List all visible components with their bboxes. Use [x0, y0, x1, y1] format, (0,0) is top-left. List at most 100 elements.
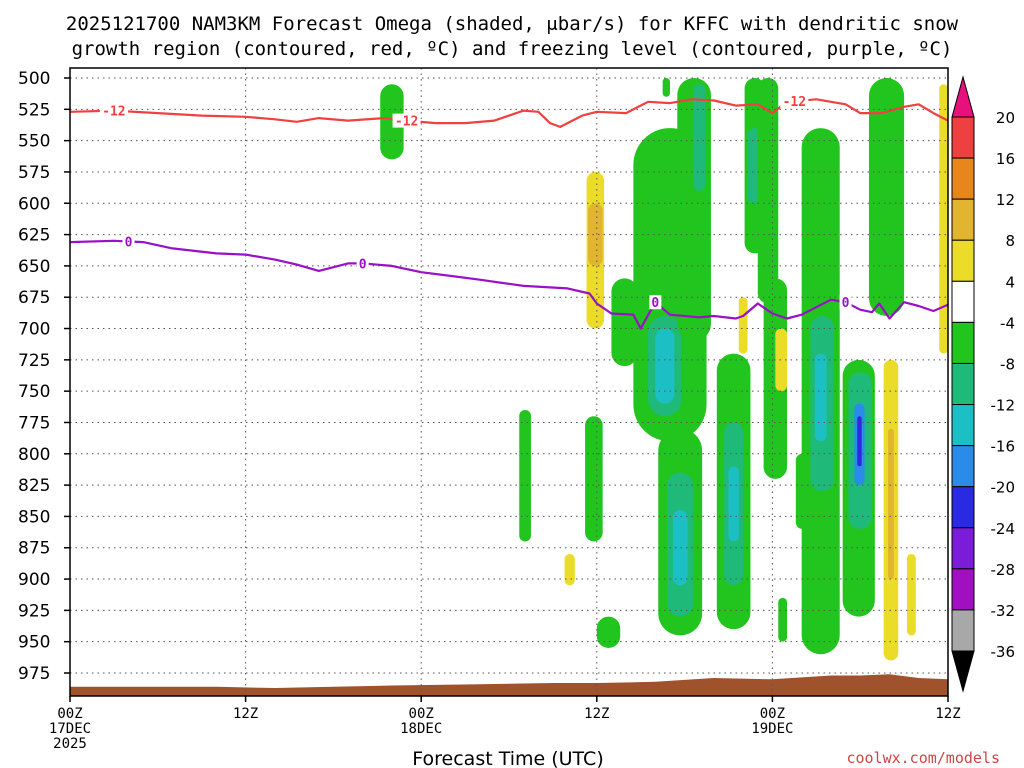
contour-label-bg-1-0 — [122, 234, 135, 249]
colorbar-label-2: 12 — [996, 191, 1015, 209]
y-tick-label-775: 775 — [18, 413, 50, 433]
y-tick-label-750: 750 — [18, 382, 50, 402]
y-tick-label-925: 925 — [18, 601, 50, 621]
contour-label-bg-0-1 — [392, 113, 421, 128]
omega-region-26 — [775, 328, 788, 392]
y-tick-label-825: 825 — [18, 476, 50, 496]
omega-region-12 — [519, 409, 531, 542]
x-tick-label-36-0: 12Z — [584, 706, 609, 722]
omega-region-31 — [814, 353, 827, 442]
contour-label-0-2: -12 — [783, 95, 806, 110]
colorbar-label-6: -8 — [1000, 355, 1015, 373]
contour-label-bg-1-3 — [839, 295, 852, 310]
colorbar-bin-0 — [951, 116, 975, 159]
x-tick-label-0-1: 17DEC — [49, 721, 91, 737]
omega-region-23 — [738, 297, 748, 354]
x-tick-label-24-0: 00Z — [409, 706, 434, 722]
colorbar-label-4: 4 — [1005, 273, 1015, 291]
colorbar-bin-8 — [951, 445, 975, 488]
x-tick-label-60-0: 12Z — [935, 706, 960, 722]
contour-line-0 — [70, 98, 948, 128]
y-tick-label-950: 950 — [18, 633, 50, 653]
y-tick-label-625: 625 — [18, 226, 50, 246]
terrain-layer — [70, 674, 948, 696]
colorbar-bin-7 — [951, 404, 975, 447]
contour-label-0-0: -12 — [102, 105, 125, 120]
colorbar-bin-11 — [951, 568, 975, 611]
omega-region-9 — [655, 328, 675, 404]
colorbar-bin-2 — [951, 198, 975, 241]
colorbar-label-10: -24 — [991, 520, 1016, 538]
y-tick-label-800: 800 — [18, 445, 50, 465]
contour-line-1 — [70, 239, 948, 330]
contour-layer: -12 -12 -12 0 0 0 0 — [70, 94, 948, 330]
contour-label-bg-0-2 — [780, 94, 809, 109]
terrain-fill — [70, 674, 948, 696]
omega-region-20 — [728, 466, 739, 542]
colorbar-label-3: 8 — [1005, 232, 1015, 250]
omega-region-0 — [380, 84, 404, 160]
colorbar-label-11: -28 — [991, 561, 1016, 579]
omega-region-37 — [877, 78, 896, 204]
contour-label-bg-0-0 — [99, 103, 128, 118]
x-tick-label-12-0: 12Z — [233, 706, 258, 722]
x-tick-label-48-1: 19DEC — [751, 721, 793, 737]
omega-region-40 — [907, 554, 916, 636]
y-tick-label-850: 850 — [18, 507, 50, 527]
colorbar-label-9: -20 — [991, 479, 1016, 497]
credit-text: coolwx.com/models — [846, 749, 1000, 767]
colorbar: 20 16 12 8 4 -4 -8 -12 -16 -20 -24 -28 -32 -36 — [951, 75, 1016, 693]
contour-label-0-1: -12 — [395, 115, 418, 130]
x-tick-label-48-0: 00Z — [760, 706, 785, 722]
y-tick-label-900: 900 — [18, 570, 50, 590]
colorbar-label-12: -32 — [991, 602, 1016, 620]
y-tick-label-675: 675 — [18, 288, 50, 308]
colorbar-bin-10 — [951, 527, 975, 570]
colorbar-label-0: 20 — [996, 109, 1015, 127]
y-tick-label-575: 575 — [18, 163, 50, 183]
colorbar-bin-6 — [951, 362, 975, 406]
y-tick-label-650: 650 — [18, 257, 50, 277]
omega-region-39 — [888, 428, 894, 580]
omega-region-22 — [747, 128, 761, 204]
contour-label-1-0: 0 — [125, 235, 133, 250]
omega-region-17 — [672, 510, 688, 586]
chart-title-line-1: 2025121700 NAM3KM Forecast Omega (shaded… — [66, 13, 959, 35]
contour-label-bg-1-2 — [649, 295, 662, 310]
colorbar-bin-9 — [951, 486, 975, 529]
colorbar-label-1: 16 — [996, 150, 1015, 168]
x-tick-label-0-2: 2025 — [53, 736, 87, 752]
omega-region-14 — [596, 616, 621, 648]
contour-label-bg-1-1 — [356, 256, 369, 271]
colorbar-bin-12 — [951, 609, 975, 652]
colorbar-bin-4 — [951, 280, 975, 323]
y-tick-label-875: 875 — [18, 539, 50, 559]
x-axis-label: Forecast Time (UTC) — [412, 748, 603, 768]
colorbar-label-5: -4 — [1000, 314, 1015, 332]
omega-region-2 — [588, 203, 603, 266]
omega-region-28 — [778, 597, 788, 642]
y-tick-label-550: 550 — [18, 132, 50, 152]
contour-label-1-3: 0 — [842, 296, 850, 311]
omega-region-3 — [564, 554, 575, 586]
y-tick-label-500: 500 — [18, 69, 50, 89]
x-tick-label-24-1: 18DEC — [400, 721, 442, 737]
axis-layer: 500 525 550 575 600 625 650 675 700 725 750 775 800 8… — [18, 67, 961, 752]
y-tick-label-525: 525 — [18, 100, 50, 120]
omega-shading-layer — [380, 78, 948, 661]
y-tick-label-600: 600 — [18, 194, 50, 214]
plot-frame — [69, 67, 949, 697]
colorbar-bottom-arrow — [951, 650, 975, 693]
y-tick-label-725: 725 — [18, 351, 50, 371]
omega-region-13 — [585, 416, 603, 542]
grid-layer — [70, 68, 948, 696]
omega-region-6 — [611, 278, 638, 367]
colorbar-label-13: -36 — [991, 643, 1016, 661]
omega-region-5 — [662, 78, 670, 97]
omega-region-35 — [857, 416, 862, 467]
contour-label-1-2: 0 — [651, 296, 659, 311]
colorbar-bin-3 — [951, 239, 975, 282]
y-tick-label-700: 700 — [18, 320, 50, 340]
colorbar-label-7: -12 — [991, 397, 1016, 415]
